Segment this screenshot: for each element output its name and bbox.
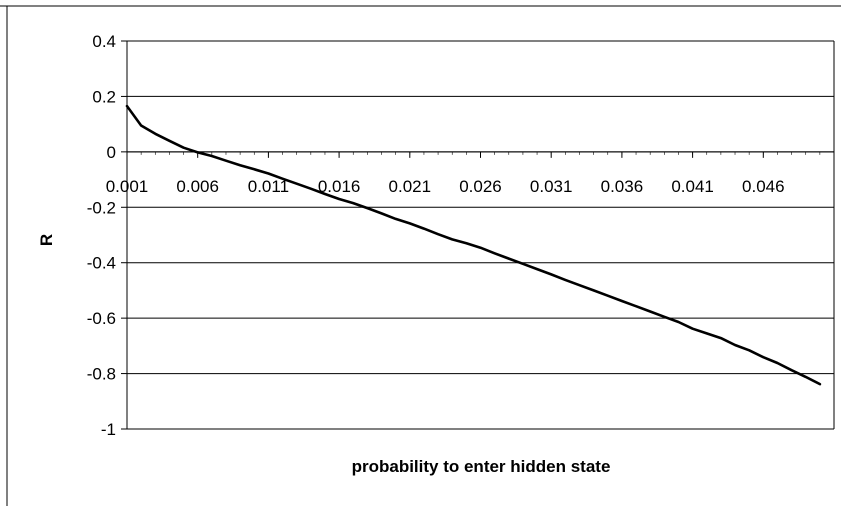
x-tick-label: 0.016 [318,177,361,196]
y-tick-label: -1 [101,420,116,439]
x-tick-label: 0.036 [601,177,644,196]
axes [121,41,834,429]
x-tick-label: 0.006 [176,177,219,196]
y-axis-title: R [37,234,56,246]
x-tick-label: 0.026 [459,177,502,196]
x-tick-label: 0.031 [530,177,573,196]
y-tick-label: -0.4 [87,254,116,273]
y-tick-label: 0.2 [92,87,116,106]
x-tick-labels: 0.001 0.006 0.011 0.016 0.021 0.026 0.031 0.036… [106,177,785,196]
x-tick-label: 0.021 [389,177,432,196]
x-axis-title: probability to enter hidden state [352,457,611,476]
x-tick-label: 0.001 [106,177,149,196]
x-tick-label: 0.011 [248,177,289,196]
x-tick-label: 0.046 [742,177,785,196]
series-line [127,106,820,384]
y-tick-label: 0.4 [92,32,116,51]
x-tick-label: 0.041 [671,177,714,196]
y-tick-label: -0.2 [87,198,116,217]
y-tick-labels: 0.4 0.2 0 -0.2 -0.4 -0.6 -0.8 -1 [87,32,116,439]
y-tick-label: -0.6 [87,309,116,328]
gridlines [127,41,834,429]
y-tick-label: -0.8 [87,365,116,384]
series-layer [127,106,820,384]
y-tick-label: 0 [107,143,116,162]
